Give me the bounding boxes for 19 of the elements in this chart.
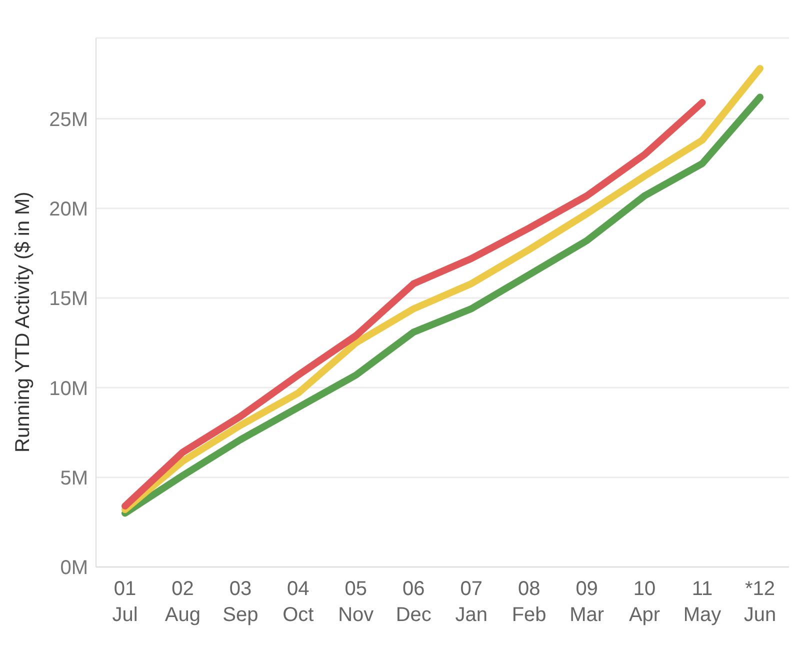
- y-tick-label: 5M: [60, 467, 88, 490]
- y-tick-label: 0M: [60, 557, 88, 580]
- x-tick-label: 03 Sep: [222, 578, 258, 626]
- x-tick-label: 11 May: [683, 578, 722, 626]
- x-tick-label: 02 Aug: [164, 578, 201, 626]
- x-tick-label: 09 Mar: [570, 578, 604, 626]
- y-tick-label: 15M: [49, 288, 88, 310]
- y-tick-label: 20M: [49, 198, 88, 220]
- x-tick-label: 07 Jan: [455, 578, 488, 626]
- x-tick-label: 06 Dec: [396, 578, 432, 626]
- x-tick-label: 01 Jul: [112, 578, 138, 626]
- x-tick-label: 08 Feb: [512, 578, 546, 626]
- y-tick-label: 10M: [49, 378, 88, 400]
- y-axis-title: Running YTD Activity ($ in M): [12, 192, 34, 452]
- x-tick-label: 05 Nov: [338, 578, 374, 626]
- y-tick-label: 25M: [49, 108, 88, 131]
- x-tick-label: 04 Oct: [282, 578, 314, 626]
- x-tick-label: *12 Jun: [744, 578, 776, 626]
- x-tick-label: 10 Apr: [628, 578, 660, 626]
